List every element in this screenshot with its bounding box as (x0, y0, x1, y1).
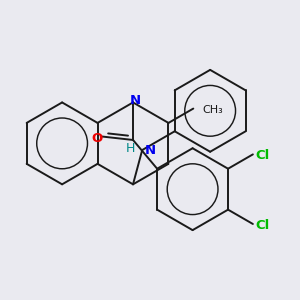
Text: H: H (126, 142, 135, 155)
Text: N: N (130, 94, 141, 107)
Text: O: O (91, 132, 103, 145)
Text: Cl: Cl (256, 219, 270, 232)
Text: Cl: Cl (256, 149, 270, 162)
Text: CH₃: CH₃ (203, 105, 224, 115)
Text: N: N (145, 144, 156, 157)
